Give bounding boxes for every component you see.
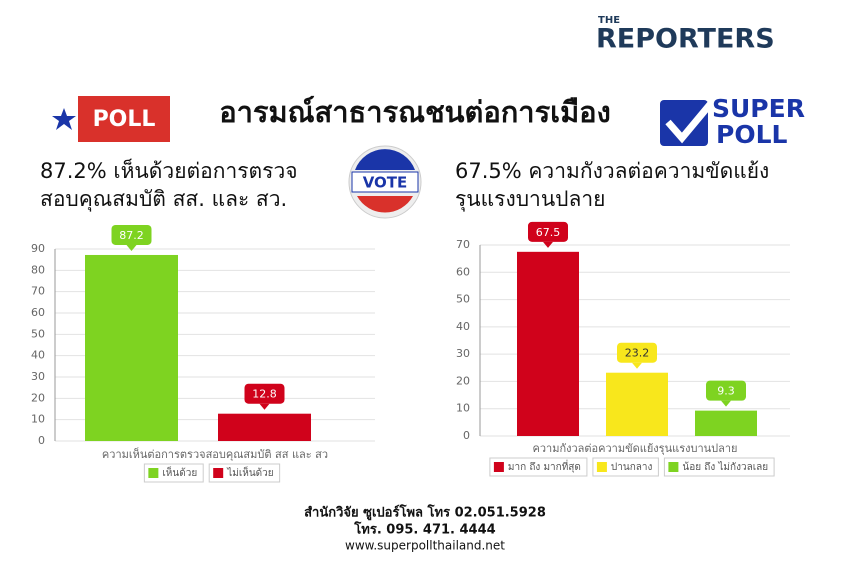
badge-bg xyxy=(78,96,170,142)
value-label: 9.3 xyxy=(717,385,735,398)
y-tick-label: 0 xyxy=(463,429,470,442)
check-box xyxy=(660,100,708,146)
vote-band xyxy=(351,171,419,193)
value-label-box xyxy=(244,383,285,404)
value-label-pointer xyxy=(632,362,642,369)
bar xyxy=(695,410,757,436)
value-label-pointer xyxy=(126,244,137,251)
y-tick-label: 80 xyxy=(31,263,45,276)
y-tick-label: 90 xyxy=(31,242,45,255)
value-label: 12.8 xyxy=(252,388,277,401)
y-tick-label: 30 xyxy=(456,347,470,360)
value-label-box xyxy=(111,224,152,245)
bar xyxy=(85,254,178,441)
y-tick-label: 70 xyxy=(456,238,470,251)
x-axis-label: ความกังวลต่อความขัดแย้งรุนแรงบานปลาย xyxy=(532,442,737,455)
legend-box xyxy=(663,457,775,477)
y-tick-label: 60 xyxy=(456,265,470,278)
legend-label: มาก ถึง มากที่สุด xyxy=(508,459,581,473)
check xyxy=(665,99,715,144)
value-label-pointer xyxy=(721,400,731,407)
value-label-pointer xyxy=(259,403,270,410)
value-label-box xyxy=(706,380,746,401)
y-tick-label: 60 xyxy=(31,306,45,319)
x-axis-label: ความเห็นต่อการตรวจสอบคุณสมบัติ สส และ สว xyxy=(102,447,328,461)
chart-title: 87.2% เห็นด้วยต่อการตรวจ xyxy=(40,157,298,183)
y-tick-label: 40 xyxy=(456,320,470,333)
chart-title: 67.5% ความกังวลต่อความขัดแย้ง xyxy=(455,159,769,183)
legend-label: เห็นด้วย xyxy=(162,465,197,479)
bar xyxy=(218,413,311,441)
legend: มาก ถึง มากที่สุด ปานกลาง น้อย ถึง ไม่กังว… xyxy=(489,457,775,477)
legend-box xyxy=(489,457,588,477)
y-tick-label: 10 xyxy=(456,402,470,415)
legend-label: ไม่เห็นด้วย xyxy=(226,465,273,479)
y-tick-label: 20 xyxy=(456,374,470,387)
legend-swatch xyxy=(596,462,607,472)
legend-box xyxy=(143,463,204,483)
value-label: 87.2 xyxy=(119,229,144,242)
legend-swatch xyxy=(493,462,504,472)
legend-box xyxy=(592,457,659,477)
footer-line: สำนักวิจัย ซูเปอร์โพล โทร 02.051.5928 xyxy=(304,504,546,521)
logo-small: THE xyxy=(598,15,620,26)
legend-box xyxy=(208,463,281,483)
legend-swatch xyxy=(668,462,679,472)
legend-label: ปานกลาง xyxy=(611,462,653,473)
y-tick-label: 30 xyxy=(31,370,45,383)
brand-bottom: POLL xyxy=(716,120,788,149)
chart-title: รุนแรงบานปลาย xyxy=(455,187,605,212)
vote-top xyxy=(355,149,415,170)
y-tick-label: 10 xyxy=(31,413,45,426)
value-label: 67.5 xyxy=(536,226,561,239)
legend-label: น้อย ถึง ไม่กังวลเลย xyxy=(682,461,768,473)
bar xyxy=(517,251,579,436)
value-label: 23.2 xyxy=(625,347,650,360)
chart-title: สอบคุณสมบัติ สส. และ สว. xyxy=(40,187,287,212)
value-label-pointer xyxy=(543,241,553,248)
legend: เห็นด้วย ไม่เห็นด้วย xyxy=(143,463,281,483)
logo: REPORTERS xyxy=(596,24,775,55)
star xyxy=(52,108,76,130)
y-tick-label: 70 xyxy=(31,285,45,298)
vote: VOTE xyxy=(363,174,408,192)
legend-swatch xyxy=(213,468,224,478)
y-tick-label: 50 xyxy=(31,327,45,340)
footer-line: โทร. 095. 471. 4444 xyxy=(353,521,495,538)
y-tick-label: 20 xyxy=(31,391,45,404)
y-tick-label: 0 xyxy=(38,434,45,447)
y-tick-label: 40 xyxy=(31,349,45,362)
footer-line: www.superpollthailand.net xyxy=(345,539,505,553)
main-title: อารมณ์สาธารณชนต่อการเมือง xyxy=(219,95,611,129)
value-label-box xyxy=(617,342,657,363)
y-tick-label: 50 xyxy=(456,293,470,306)
brand-top: SUPER xyxy=(712,94,805,123)
bar xyxy=(606,372,668,436)
value-label-box xyxy=(528,221,568,242)
vote-bottom xyxy=(357,196,413,213)
badge: POLL xyxy=(93,107,156,132)
legend-swatch xyxy=(148,468,159,478)
